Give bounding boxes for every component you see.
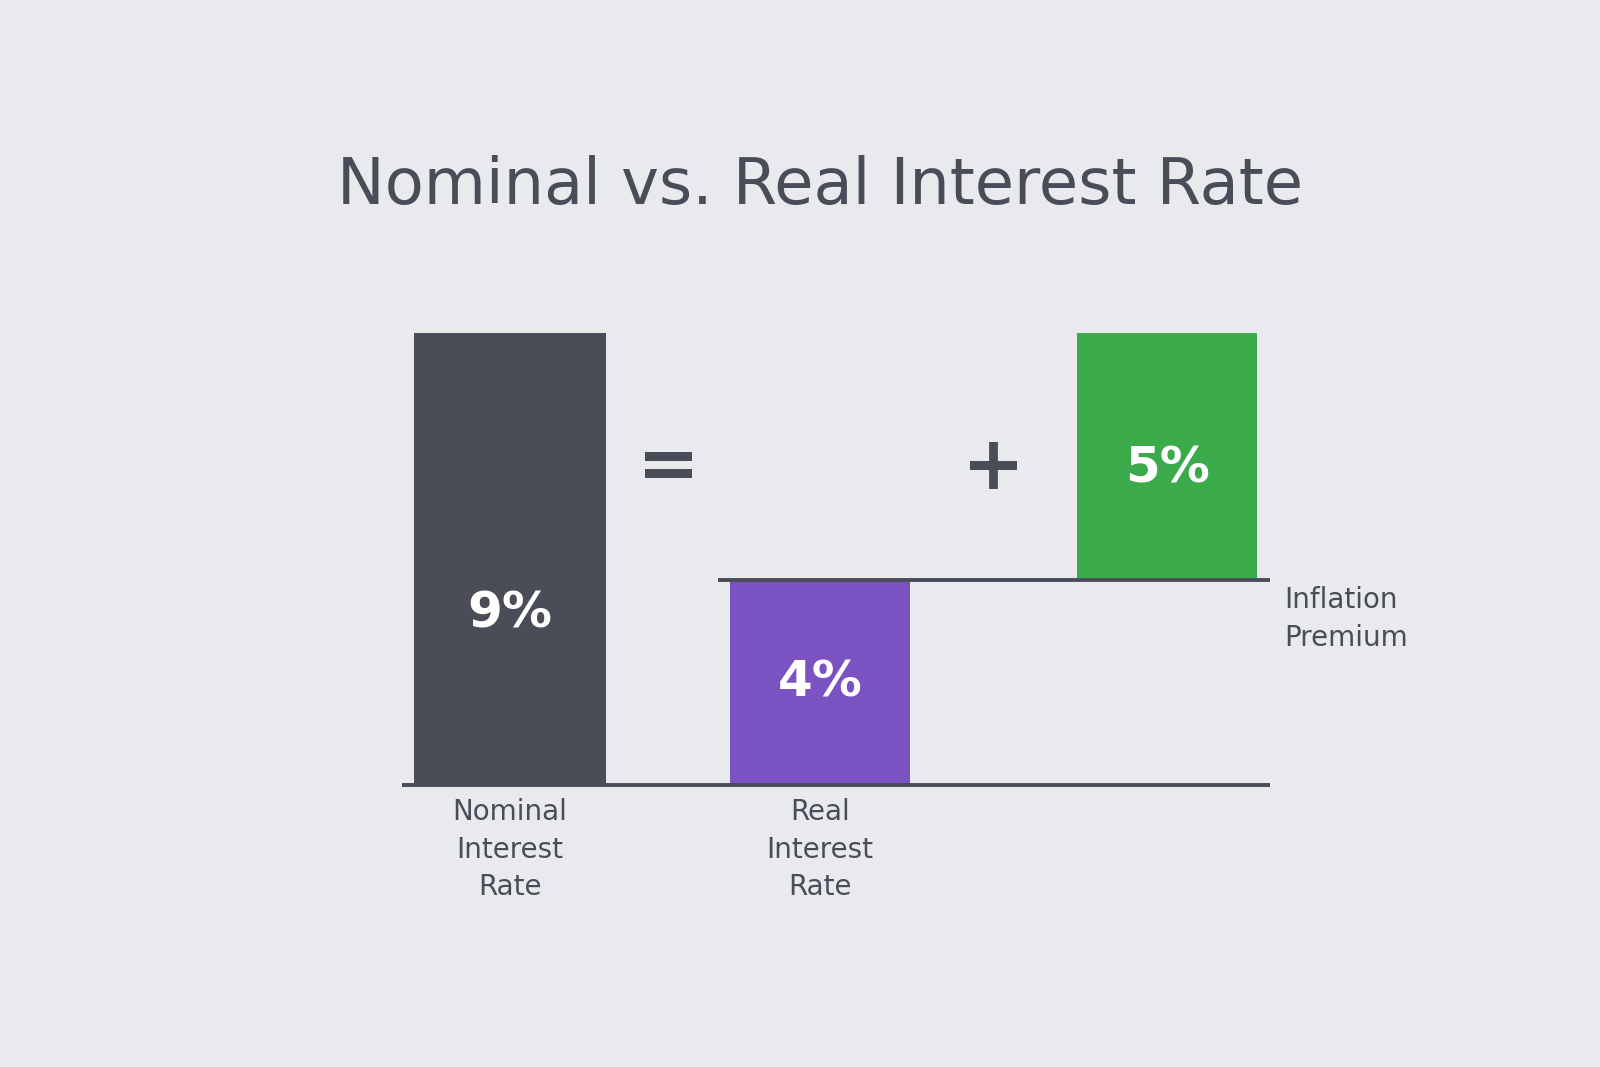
Text: +: + xyxy=(962,432,1026,506)
Text: Nominal vs. Real Interest Rate: Nominal vs. Real Interest Rate xyxy=(338,155,1302,217)
Text: Inflation
Premium: Inflation Premium xyxy=(1285,587,1408,652)
Bar xyxy=(730,580,910,785)
Bar xyxy=(1077,333,1258,580)
Text: 4%: 4% xyxy=(778,658,862,706)
Text: =: = xyxy=(637,432,699,506)
Text: 5%: 5% xyxy=(1125,445,1210,493)
Text: Nominal
Interest
Rate: Nominal Interest Rate xyxy=(453,798,568,902)
Text: Real
Interest
Rate: Real Interest Rate xyxy=(766,798,874,902)
Bar xyxy=(414,333,606,785)
Text: 9%: 9% xyxy=(467,590,552,638)
